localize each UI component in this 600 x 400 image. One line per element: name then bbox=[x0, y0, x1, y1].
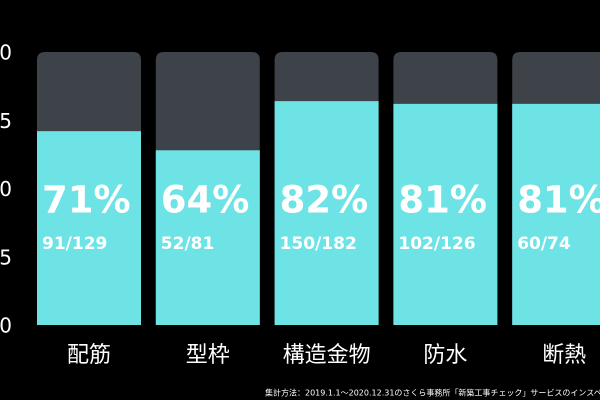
value-label: 81% bbox=[398, 179, 487, 222]
value-label: 82% bbox=[280, 179, 369, 222]
value-label: 71% bbox=[42, 179, 131, 222]
footnote: 集計方法：2019.1.1～2020.12.31のさくら事務所「新築工事チェック… bbox=[265, 388, 600, 398]
value-label: 81% bbox=[517, 179, 600, 222]
x-tick-label: 防水 bbox=[423, 343, 467, 368]
bar bbox=[393, 103, 498, 326]
x-tick-label: 断熱 bbox=[542, 343, 586, 368]
count-label: 52/81 bbox=[161, 234, 215, 254]
y-tick-label: 0 bbox=[0, 314, 12, 338]
count-label: 91/129 bbox=[42, 234, 107, 254]
y-tick-label: 50 bbox=[0, 177, 12, 201]
bar bbox=[512, 103, 600, 326]
bar bbox=[37, 131, 141, 325]
x-tick-label: 構造金物 bbox=[283, 343, 371, 368]
bar bbox=[155, 150, 260, 325]
x-tick-label: 型枠 bbox=[186, 343, 230, 368]
y-tick-label: 100 bbox=[0, 41, 12, 65]
y-tick-label: 75 bbox=[0, 109, 12, 133]
value-label: 64% bbox=[161, 179, 250, 222]
y-tick-label: 25 bbox=[0, 245, 12, 269]
x-tick-label: 配筋 bbox=[67, 343, 111, 368]
count-label: 102/126 bbox=[398, 234, 475, 254]
count-label: 150/182 bbox=[280, 234, 357, 254]
bar bbox=[274, 101, 379, 325]
count-label: 60/74 bbox=[517, 234, 571, 254]
